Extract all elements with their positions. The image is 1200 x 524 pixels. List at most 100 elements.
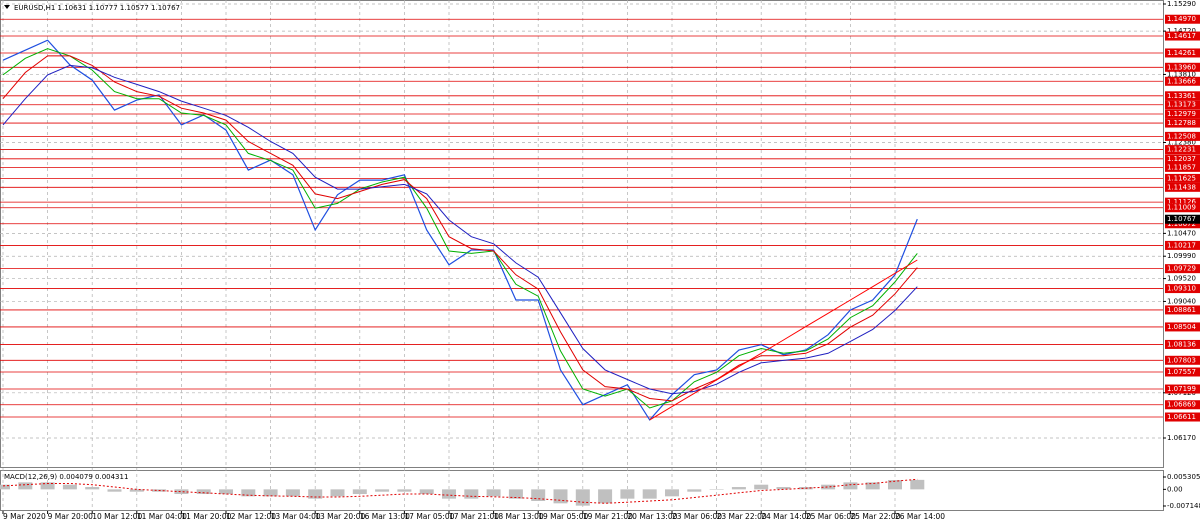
level-label-bg	[1165, 100, 1200, 110]
x-tick-label: 13 Mar 20:00	[315, 512, 365, 521]
x-tick-label: 19 Mar 05:00	[538, 512, 588, 521]
x-tick-label: 9 Mar 20:00	[48, 512, 94, 521]
macd-bar	[40, 482, 55, 490]
macd-bar	[709, 489, 724, 490]
level-label-bg	[1165, 14, 1200, 24]
y-tick-label: 1.09990	[1167, 252, 1196, 260]
level-label-bg	[1165, 203, 1200, 213]
level-label-bg	[1165, 131, 1200, 141]
level-label-bg	[1165, 182, 1200, 192]
macd-bar	[308, 489, 323, 499]
macd-bar	[531, 489, 546, 501]
level-label-bg	[1165, 264, 1200, 274]
macd-bar	[107, 489, 122, 492]
macd-bar	[196, 489, 211, 495]
level-label-bg	[1165, 31, 1200, 41]
x-tick-label: 23 Mar 22:00	[717, 512, 767, 521]
x-tick-label: 17 Mar 05:00	[404, 512, 454, 521]
level-label-bg	[1165, 154, 1200, 164]
level-label-bg	[1165, 412, 1200, 422]
macd-bar	[910, 479, 925, 490]
macd-bar	[285, 489, 300, 497]
level-label: 1.12037	[1167, 155, 1196, 163]
macd-bar	[888, 480, 902, 490]
level-label: 1.14261	[1167, 49, 1196, 57]
signal-line	[2, 478, 918, 504]
level-label: 1.13361	[1167, 92, 1196, 100]
macd-title: MACD(12,26,9) 0.004079 0.004311	[4, 473, 128, 481]
macd-bar	[442, 489, 456, 499]
macd-bar	[85, 487, 100, 490]
macd-bar	[642, 489, 657, 499]
level-label: 1.08504	[1167, 323, 1196, 331]
x-tick-label: 19 Mar 21:00	[583, 512, 633, 521]
level-label: 1.06611	[1167, 413, 1196, 421]
macd-bar	[776, 487, 791, 490]
macd-bar	[18, 482, 33, 490]
macd-bar	[821, 484, 836, 490]
level-label: 1.11009	[1167, 204, 1196, 212]
y-tick-label: 1.13810	[1167, 70, 1196, 78]
y-tick-label: 1.15290	[1167, 0, 1196, 8]
level-label: 1.07199	[1167, 385, 1196, 393]
level-label: 1.13960	[1167, 63, 1196, 71]
level-label-bg	[1165, 384, 1200, 394]
x-tick-label: 26 Mar 14:00	[895, 512, 945, 521]
macd-bar	[263, 489, 278, 497]
level-label-bg	[1165, 322, 1200, 332]
last-price-label: 1.10767	[1167, 215, 1196, 223]
x-tick-label: 20 Mar 13:00	[627, 512, 677, 521]
macd-bar	[486, 489, 501, 497]
level-label: 1.07557	[1167, 368, 1196, 376]
level-label-bg	[1165, 91, 1200, 101]
level-label-bg	[1165, 367, 1200, 377]
macd-bar	[553, 489, 568, 504]
level-label: 1.14617	[1167, 32, 1196, 40]
indicator-line	[2, 48, 918, 409]
level-label-bg	[1165, 76, 1200, 86]
level-label: 1.11625	[1167, 174, 1196, 182]
y-tick-label: 1.06170	[1167, 434, 1196, 442]
x-tick-label: 11 Mar 20:00	[181, 512, 231, 521]
y-tick-label: 0.005305	[1167, 473, 1200, 481]
y-tick-label: 1.12380	[1167, 138, 1196, 146]
level-label: 1.13173	[1167, 101, 1196, 109]
macd-bar	[352, 489, 367, 495]
level-label-bg	[1165, 339, 1200, 349]
x-tick-label: 24 Mar 14:00	[761, 512, 811, 521]
y-tick-label: 1.14720	[1167, 27, 1196, 35]
x-tick-label: 16 Mar 13:00	[360, 512, 410, 521]
last-price-bg	[1165, 214, 1200, 224]
level-label: 1.14970	[1167, 15, 1196, 23]
macd-bar	[241, 489, 256, 497]
x-tick-label: 11 Mar 04:00	[137, 512, 187, 521]
macd-bar	[174, 489, 189, 495]
macd-bar	[62, 484, 77, 490]
menu-arrow	[4, 5, 10, 9]
y-tick-label: 1.09040	[1167, 297, 1196, 305]
x-tick-label: 25 Mar 06:00	[806, 512, 856, 521]
macd-bar	[397, 489, 412, 492]
macd-bar	[731, 487, 746, 490]
y-tick-label: 0.00	[1167, 485, 1183, 493]
level-label: 1.10217	[1167, 241, 1196, 249]
main-panel	[0, 0, 1164, 468]
level-label-bg	[1165, 109, 1200, 119]
level-label: 1.12231	[1167, 146, 1196, 154]
macd-bar	[129, 489, 144, 492]
macd-bar	[687, 489, 702, 492]
macd-bar	[0, 484, 10, 490]
x-tick-label: 12 Mar 12:00	[226, 512, 276, 521]
level-label-bg	[1165, 305, 1200, 315]
macd-bar	[843, 482, 858, 490]
level-label: 1.11126	[1167, 198, 1196, 206]
level-label: 1.12788	[1167, 119, 1196, 127]
level-label-bg	[1165, 62, 1200, 72]
level-label: 1.11438	[1167, 183, 1196, 191]
x-tick-label: 17 Mar 21:00	[449, 512, 499, 521]
level-label-bg	[1165, 197, 1200, 207]
y-tick-label: -0.007148	[1167, 502, 1200, 510]
macd-bar	[464, 489, 479, 499]
level-label: 1.06869	[1167, 401, 1196, 409]
